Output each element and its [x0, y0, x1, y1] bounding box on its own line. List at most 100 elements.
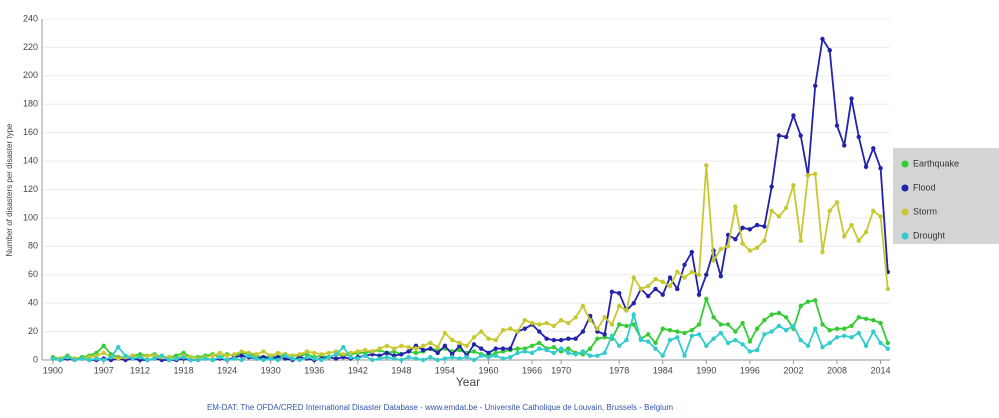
point — [820, 36, 825, 42]
point — [805, 343, 811, 348]
x-tick-label: 1936 — [304, 365, 324, 375]
point — [326, 350, 331, 356]
point — [580, 329, 586, 334]
legend-swatch — [901, 160, 909, 168]
x-tick-label: 1907 — [94, 365, 114, 375]
point — [827, 340, 832, 346]
point — [391, 356, 397, 361]
point — [326, 354, 331, 360]
point — [863, 316, 869, 321]
point — [754, 245, 760, 250]
point — [384, 343, 390, 348]
point — [791, 323, 796, 329]
source-note: EM-DAT: The OFDA/CRED International Disa… — [207, 403, 673, 412]
point — [108, 354, 114, 360]
point — [312, 350, 317, 356]
point — [856, 315, 861, 320]
point — [871, 318, 876, 323]
point — [493, 353, 498, 358]
point — [609, 333, 615, 339]
point — [362, 347, 368, 353]
point — [805, 299, 811, 304]
point — [660, 292, 665, 297]
point — [827, 208, 832, 214]
point — [195, 357, 201, 363]
point — [319, 352, 324, 357]
point — [500, 327, 506, 333]
point — [798, 337, 803, 343]
point — [660, 279, 665, 285]
point — [493, 346, 498, 351]
legend-label: Flood — [913, 182, 936, 192]
point — [813, 298, 818, 303]
point — [573, 352, 578, 357]
point — [885, 340, 891, 346]
point — [253, 356, 259, 361]
point — [261, 349, 266, 354]
x-tick-label: 1948 — [391, 365, 411, 375]
point — [442, 330, 448, 336]
point — [834, 326, 840, 331]
point — [471, 349, 477, 354]
point — [253, 352, 259, 357]
point — [522, 349, 528, 354]
point — [210, 357, 215, 363]
point — [290, 356, 295, 361]
point — [805, 173, 811, 178]
point — [646, 332, 651, 337]
point — [675, 335, 680, 340]
point — [587, 346, 593, 351]
y-tick-label: 60 — [28, 269, 38, 279]
y-tick-label: 160 — [23, 127, 38, 137]
point — [718, 322, 724, 327]
point — [813, 326, 818, 331]
point — [849, 96, 854, 101]
point — [370, 357, 375, 363]
point — [508, 354, 513, 360]
point — [174, 356, 179, 361]
point — [551, 350, 557, 356]
point — [783, 134, 789, 140]
point — [457, 356, 462, 361]
point — [769, 184, 774, 189]
point — [297, 352, 302, 357]
point — [718, 330, 724, 336]
point — [624, 337, 629, 343]
point — [711, 315, 716, 320]
point — [573, 336, 578, 341]
x-tick-label: 1978 — [609, 365, 629, 375]
point — [733, 337, 738, 343]
point — [515, 346, 520, 351]
point — [827, 48, 832, 53]
point — [856, 238, 861, 243]
point — [275, 357, 281, 363]
point — [471, 357, 477, 363]
point — [711, 258, 716, 263]
point — [304, 349, 310, 354]
point — [57, 357, 63, 363]
point — [377, 356, 382, 361]
point — [500, 356, 506, 361]
point — [682, 275, 687, 280]
point — [631, 322, 636, 327]
point — [682, 353, 687, 358]
point — [689, 249, 694, 255]
point — [399, 357, 404, 363]
point — [776, 214, 782, 219]
point — [602, 315, 607, 320]
series-line — [52, 165, 889, 360]
point — [783, 327, 789, 333]
point — [616, 291, 622, 296]
point — [399, 352, 404, 357]
point — [515, 350, 520, 356]
point — [740, 225, 745, 231]
point — [50, 356, 56, 361]
point — [537, 340, 542, 346]
y-tick-label: 220 — [23, 42, 38, 52]
x-tick-label: 1900 — [43, 365, 63, 375]
point — [558, 318, 564, 323]
point — [689, 269, 694, 275]
point — [834, 200, 840, 205]
point — [696, 332, 702, 337]
